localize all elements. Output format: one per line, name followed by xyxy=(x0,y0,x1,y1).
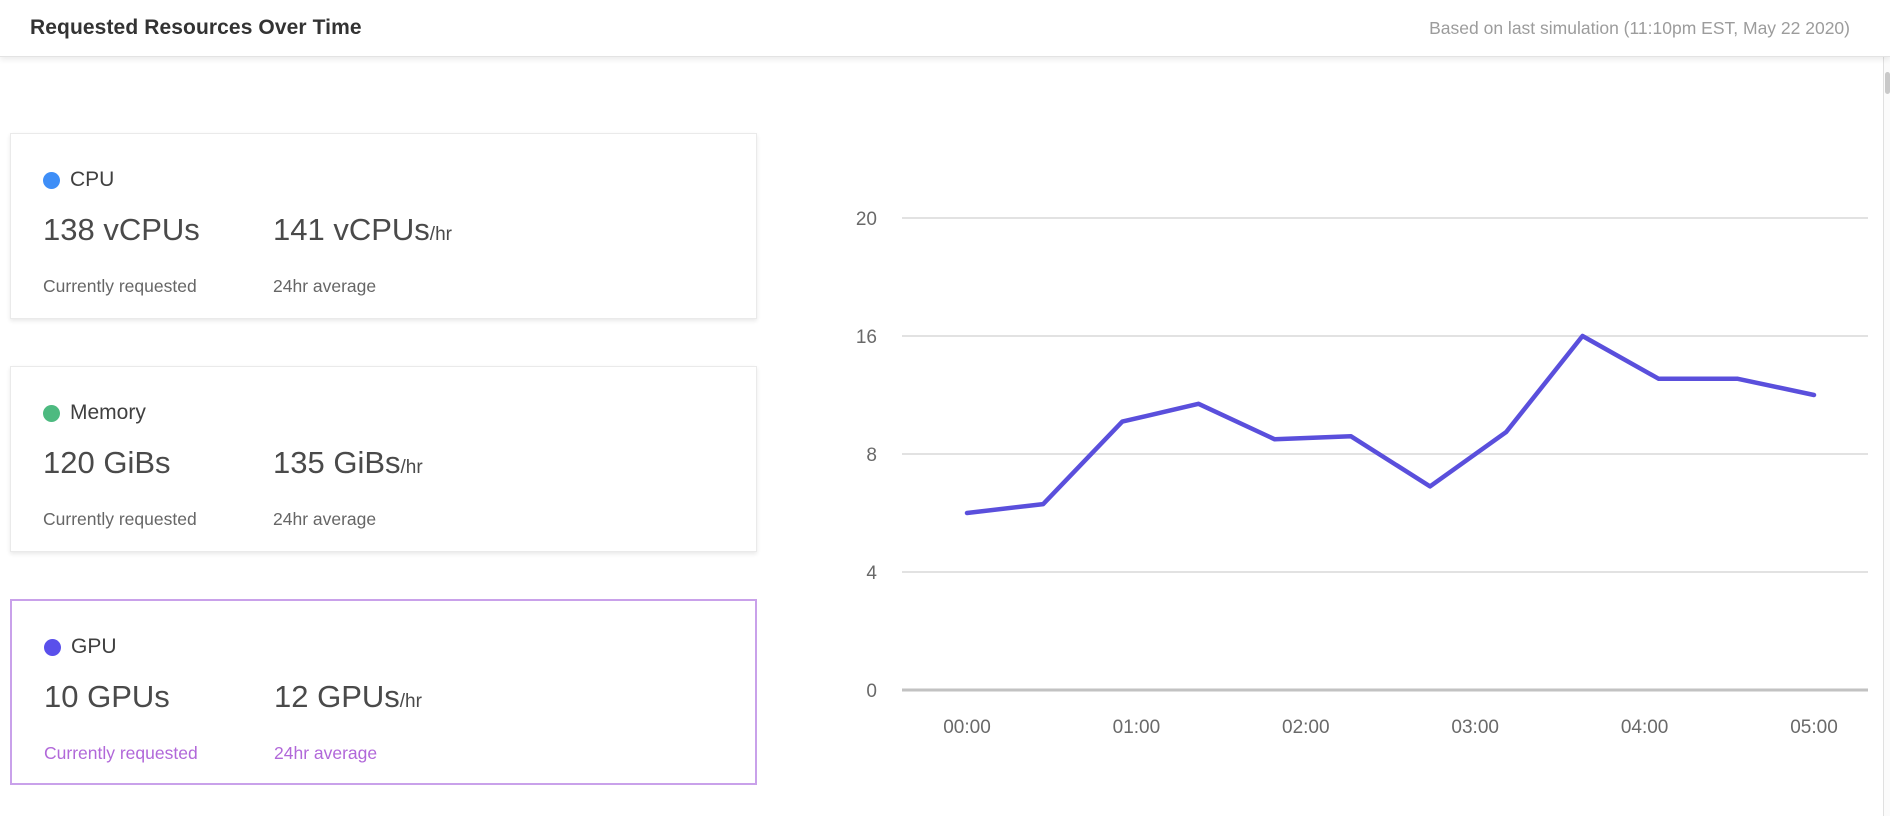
cpu-card-label: CPU xyxy=(70,168,115,191)
memory-card-header: Memory xyxy=(43,401,724,425)
series-line-gpu-requested xyxy=(964,333,1817,516)
vertical-scrollbar-track[interactable] xyxy=(1883,0,1890,816)
gpu-current-value: 10 GPUs xyxy=(44,679,170,714)
gpu-current-caption: Currently requested xyxy=(44,743,198,763)
cpu-average-caption: 24hr average xyxy=(273,276,377,296)
cpu-current-caption: Currently requested xyxy=(43,276,197,296)
vertical-scrollbar-thumb[interactable] xyxy=(1885,72,1890,94)
cpu-card-header: CPU xyxy=(43,168,724,192)
gpu-card-label: GPU xyxy=(71,635,117,658)
gpu-dot-icon xyxy=(44,638,61,656)
memory-current-value: 120 GiBs xyxy=(43,445,171,480)
resource-card-memory[interactable]: Memory 120 GiBs Currently requested 135 … xyxy=(10,366,757,552)
cpu-current-value: 138 vCPUs xyxy=(43,212,200,247)
requested-resources-chart: 20 16 8 4 0 00:00 01:00 02:00 03:00 04:00 05:00 xyxy=(850,185,1880,765)
cpu-average-value: 141 vCPUs/hr xyxy=(273,212,452,247)
header-bar: Requested Resources Over Time Based on l… xyxy=(0,0,1890,57)
memory-dot-icon xyxy=(43,404,60,422)
y-tick-label: 8 xyxy=(866,445,877,466)
memory-current-caption: Currently requested xyxy=(43,509,197,529)
y-tick-label: 4 xyxy=(866,563,877,584)
x-tick-label: 03:00 xyxy=(1451,717,1499,738)
memory-average-caption: 24hr average xyxy=(273,509,377,529)
x-tick-label: 04:00 xyxy=(1621,717,1669,738)
resource-card-gpu[interactable]: GPU 10 GPUs Currently requested 12 GPUs/… xyxy=(10,599,757,785)
resource-cards-list: CPU 138 vCPUs Currently requested 141 vC… xyxy=(10,133,757,785)
cpu-dot-icon xyxy=(43,171,60,189)
y-tick-label: 16 xyxy=(856,327,877,348)
x-tick-label: 01:00 xyxy=(1113,717,1161,738)
x-tick-label: 02:00 xyxy=(1282,717,1330,738)
page-title: Requested Resources Over Time xyxy=(30,16,362,39)
memory-card-label: Memory xyxy=(70,401,146,424)
gpu-card-header: GPU xyxy=(44,635,723,659)
simulation-timestamp-note: Based on last simulation (11:10pm EST, M… xyxy=(1429,17,1850,38)
y-tick-label: 20 xyxy=(856,209,877,230)
chart-svg: 20 16 8 4 0 00:00 01:00 02:00 03:00 04:00 05:00 xyxy=(856,209,1868,738)
x-tick-label: 00:00 xyxy=(943,717,991,738)
memory-average-value: 135 GiBs/hr xyxy=(273,445,423,480)
x-tick-label: 05:00 xyxy=(1790,717,1838,738)
y-tick-label: 0 xyxy=(866,681,877,702)
gpu-average-value: 12 GPUs/hr xyxy=(274,679,422,714)
gpu-average-caption: 24hr average xyxy=(274,743,378,763)
resource-card-cpu[interactable]: CPU 138 vCPUs Currently requested 141 vC… xyxy=(10,133,757,319)
